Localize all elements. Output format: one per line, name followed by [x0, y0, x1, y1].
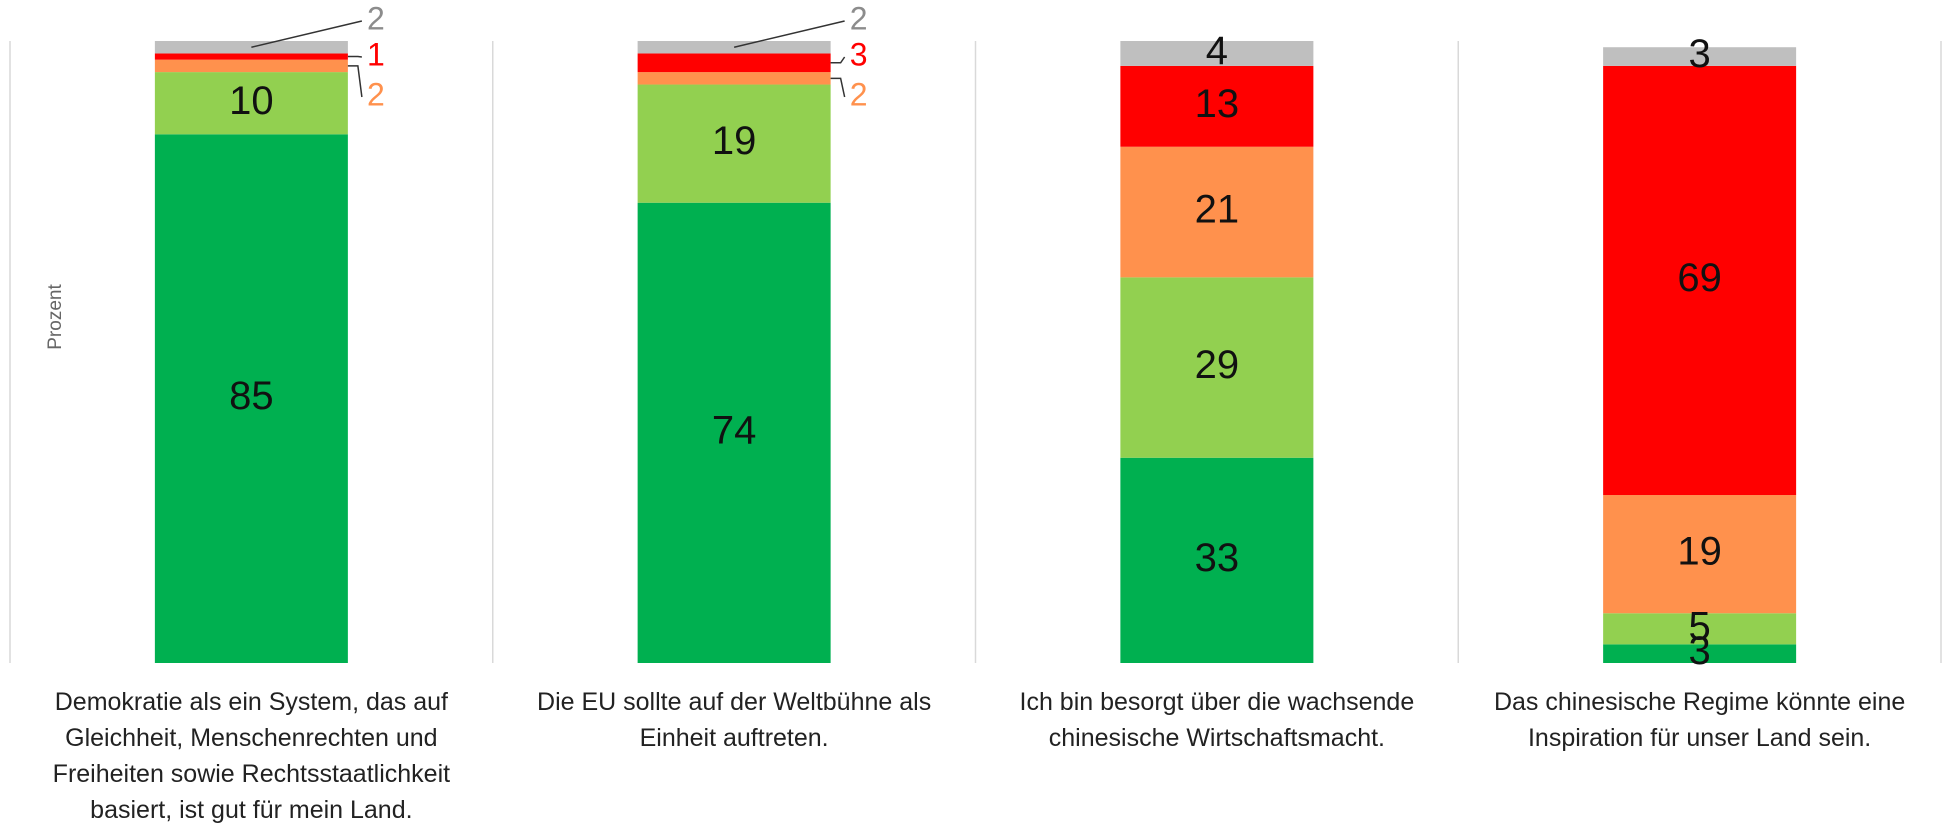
data-label: 74 — [712, 408, 757, 452]
data-label: 29 — [1195, 343, 1240, 387]
data-label: 33 — [1195, 536, 1240, 580]
bar-segment — [155, 53, 348, 59]
category-label: Ich bin besorgt über die wachsende chine… — [982, 684, 1452, 756]
y-axis-label: Prozent — [45, 284, 66, 350]
data-label: 13 — [1195, 82, 1240, 126]
leader-line — [348, 66, 362, 97]
data-label: 2 — [367, 76, 385, 112]
leader-line — [831, 78, 845, 97]
data-label: 85 — [229, 374, 274, 418]
data-label: 3 — [1689, 32, 1711, 76]
data-label: 69 — [1677, 256, 1722, 300]
leader-line — [831, 57, 845, 63]
data-label: 4 — [1206, 29, 1228, 73]
category-label: Demokratie als ein System, das auf Gleic… — [16, 684, 486, 828]
data-label: 2 — [367, 0, 385, 36]
bar-segment — [155, 60, 348, 72]
bar-segment — [638, 72, 831, 84]
data-label: 3 — [850, 36, 868, 72]
data-label: 2 — [850, 0, 868, 36]
data-label: 19 — [712, 119, 757, 163]
category-label: Das chinesische Regime könnte eine Inspi… — [1465, 684, 1935, 756]
data-label: 21 — [1195, 188, 1240, 232]
category-label: Die EU sollte auf der Weltbühne als Einh… — [499, 684, 969, 756]
data-label: 2 — [850, 76, 868, 112]
data-label: 10 — [229, 79, 274, 123]
data-label: 5 — [1689, 604, 1711, 648]
data-label: 1 — [367, 36, 385, 72]
bar-segment — [638, 53, 831, 72]
data-label: 19 — [1677, 530, 1722, 574]
